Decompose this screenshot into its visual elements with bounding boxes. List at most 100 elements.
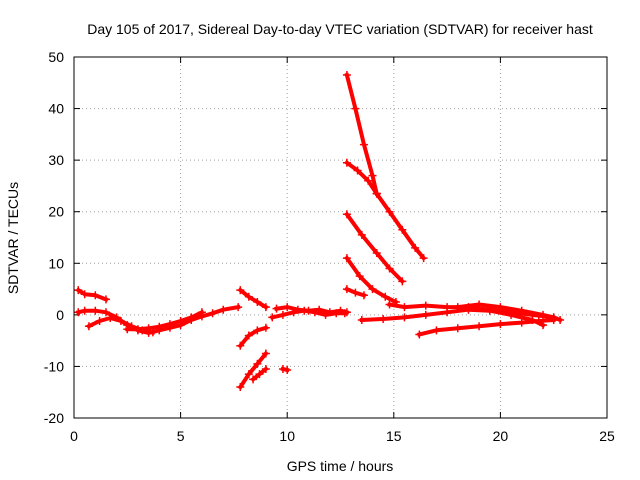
data-point <box>236 286 245 295</box>
data-point <box>351 104 360 113</box>
data-point <box>496 320 505 329</box>
data-point <box>485 306 494 315</box>
y-tick-label: 50 <box>48 49 64 65</box>
data-point <box>400 303 409 312</box>
data-point <box>95 317 104 326</box>
data-point <box>165 320 174 329</box>
data-point <box>315 305 324 314</box>
x-tick-label: 20 <box>493 428 509 444</box>
data-point <box>278 365 287 374</box>
data-point <box>133 325 142 334</box>
data-point <box>368 171 377 180</box>
data-point <box>106 313 115 322</box>
series-arc-20 <box>416 317 556 337</box>
data-point <box>336 306 345 315</box>
series-arc-7 <box>237 350 269 390</box>
data-point <box>355 272 364 281</box>
series-arc-5 <box>237 287 269 310</box>
data-point <box>293 305 302 314</box>
data-point <box>342 71 351 80</box>
y-tick-label: 20 <box>48 204 64 220</box>
data-point <box>84 322 93 331</box>
y-tick-label: -10 <box>44 358 64 374</box>
data-point <box>475 322 484 331</box>
data-point <box>261 323 270 332</box>
data-point <box>421 310 430 319</box>
data-point <box>453 303 462 312</box>
data-point <box>219 305 228 314</box>
y-tick-label: 30 <box>48 152 64 168</box>
grid <box>74 57 607 418</box>
data-point <box>244 370 253 379</box>
data-point <box>80 306 89 315</box>
data-point <box>385 264 394 273</box>
data-point <box>475 300 484 309</box>
data-point <box>148 328 157 337</box>
data-point <box>234 303 243 312</box>
data-point <box>415 330 424 339</box>
x-tick-label: 10 <box>279 428 295 444</box>
x-tick-label: 15 <box>386 428 402 444</box>
y-axis-label: SDTVAR / TECUs <box>5 182 21 294</box>
y-tick-label: 40 <box>48 101 64 117</box>
data-point <box>351 288 360 297</box>
data-point <box>368 285 377 294</box>
data-point <box>364 176 373 185</box>
data-point <box>304 306 313 315</box>
data-point <box>101 295 110 304</box>
data-point <box>549 313 558 322</box>
data-point <box>253 326 262 335</box>
ticks: 0 5 10 15 20 25 -20 -10 0 10 20 30 40 50 <box>44 49 615 444</box>
data-point <box>357 316 366 325</box>
data-point <box>342 158 351 167</box>
data-point <box>432 326 441 335</box>
data-point <box>91 291 100 300</box>
series-arc-2 <box>75 287 109 302</box>
data-point <box>342 254 351 263</box>
data-point <box>411 243 420 252</box>
data-series-layer <box>74 71 565 392</box>
x-axis-label: GPS time / hours <box>287 458 394 474</box>
data-point <box>534 317 543 326</box>
data-point <box>342 210 351 219</box>
data-point <box>244 331 253 340</box>
data-point <box>155 322 164 331</box>
data-point <box>385 300 394 309</box>
data-point <box>283 303 292 312</box>
data-point <box>123 325 132 334</box>
y-tick-label: 0 <box>56 307 64 323</box>
data-point <box>359 291 368 300</box>
data-point <box>249 375 258 384</box>
data-point <box>261 303 270 312</box>
data-point <box>116 317 125 326</box>
series-arc-13 <box>344 159 380 197</box>
x-tick-label: 0 <box>70 428 78 444</box>
data-point <box>253 297 262 306</box>
data-point <box>381 292 390 301</box>
data-point <box>80 290 89 299</box>
data-point <box>517 306 526 315</box>
x-tick-label: 5 <box>177 428 185 444</box>
data-point <box>278 310 287 319</box>
data-point <box>379 314 388 323</box>
data-point <box>74 286 83 295</box>
data-point <box>261 349 270 358</box>
data-point <box>176 317 185 326</box>
data-point <box>419 254 428 263</box>
data-point <box>197 308 206 317</box>
data-point <box>236 341 245 350</box>
data-point <box>244 292 253 301</box>
data-point <box>187 313 196 322</box>
data-point <box>74 308 83 317</box>
series-arc-6 <box>237 325 269 349</box>
data-point <box>91 306 100 315</box>
data-point <box>208 309 217 318</box>
data-point <box>453 324 462 333</box>
data-point <box>342 308 351 317</box>
y-tick-label: -20 <box>44 410 64 426</box>
data-point <box>272 304 281 313</box>
data-point <box>398 225 407 234</box>
data-point <box>353 166 362 175</box>
data-point <box>372 248 381 257</box>
